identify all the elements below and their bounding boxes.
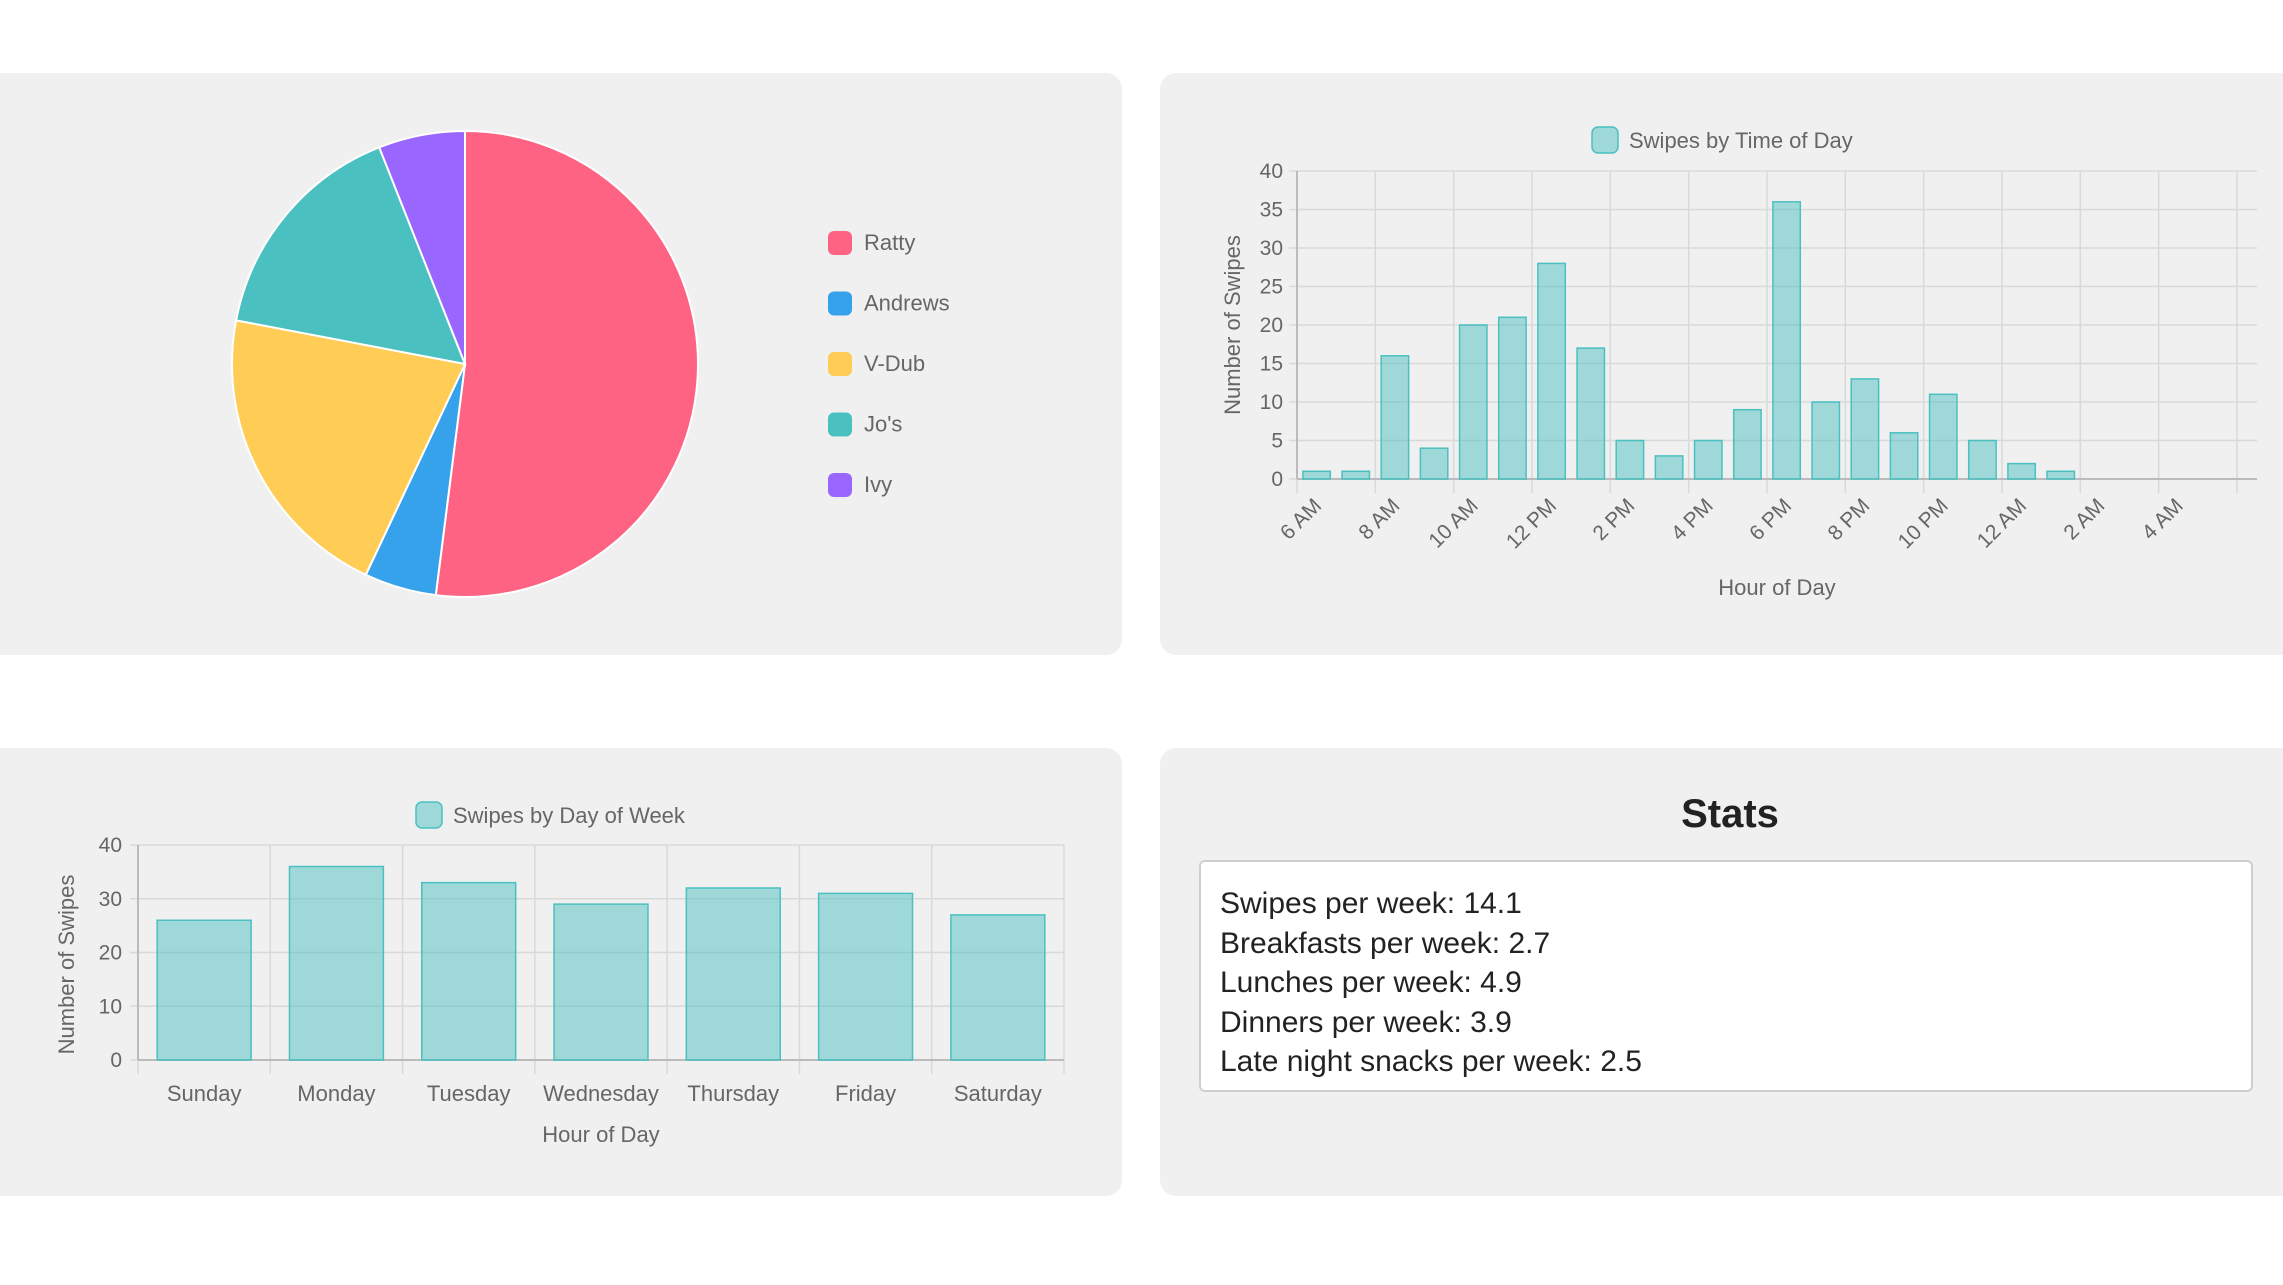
bar-hour-8: [1615, 439, 1645, 480]
legend-swatch-week: [415, 801, 443, 829]
pie-slice-ivy: [377, 129, 466, 365]
bar-tuesday: [421, 881, 517, 1061]
bar-hour-14: [1850, 378, 1880, 480]
y-tick-label-0: 0: [1271, 468, 1283, 491]
bar-hour-15: [1889, 432, 1919, 480]
legend-label-ivy: Ivy: [864, 472, 892, 497]
bar-hour-3: [1419, 447, 1449, 480]
y-tick-label-35: 35: [1260, 199, 1283, 222]
y-axis-title: Number of Swipes: [1220, 235, 1245, 415]
bar-hour-9: [1654, 455, 1684, 480]
x-tick-label-8-am: 8 AM: [1354, 494, 1404, 544]
legend-swatch-andrews: [828, 291, 852, 316]
x-tick-label-8-pm: 8 PM: [1824, 494, 1875, 545]
stats-title: Stats: [1681, 792, 1779, 836]
bar-sunday: [156, 919, 252, 1061]
x-tick-label-friday: Friday: [835, 1081, 896, 1106]
dining-hall-pie-chart: Ratty Andrews V-Dub Jo's Ivy: [231, 129, 950, 598]
x-tick-label-6-pm: 6 PM: [1745, 494, 1796, 545]
x-tick-label-sunday: Sunday: [167, 1081, 242, 1106]
bar-hour-0: [1302, 470, 1332, 480]
legend-swatch-ivy: [828, 473, 852, 497]
bar-monday: [288, 865, 385, 1061]
pie-slice-ratty: [434, 129, 699, 598]
y-tick-label-40: 40: [99, 834, 122, 857]
bar-saturday: [950, 914, 1046, 1061]
y-tick-label-20: 20: [1260, 314, 1283, 337]
bar-hour-5: [1497, 316, 1527, 480]
legend-swatch-jo-s: [828, 412, 852, 437]
x-tick-label-10-am: 10 AM: [1424, 494, 1482, 552]
y-tick-label-40: 40: [1260, 160, 1283, 183]
x-tick-label-tuesday: Tuesday: [427, 1081, 511, 1106]
bar-hour-12: [1772, 201, 1802, 480]
bar-hour-4: [1458, 324, 1488, 480]
bar-hour-2: [1380, 355, 1410, 480]
stat-lunches-per-week: Lunches per week: 4.9: [1220, 966, 1522, 999]
bar-hour-13: [1811, 401, 1841, 480]
legend-label-andrews: Andrews: [864, 291, 950, 316]
x-axis-title: Hour of Day: [542, 1122, 659, 1147]
x-tick-label-4-am: 4 AM: [2138, 494, 2188, 544]
legend-label-time: Swipes by Time of Day: [1629, 128, 1853, 153]
bar-hour-10: [1693, 439, 1723, 480]
legend-label-week: Swipes by Day of Week: [453, 803, 686, 828]
day-of-week-bar-chart: 0 10 20 30 40 Sunday Monday Tuesday Wednesday Thu…: [54, 801, 1065, 1147]
day-of-week-panel: 0 10 20 30 40 Sunday Monday Tuesday Wednesday Thu…: [0, 748, 1122, 1196]
legend-label-v-dub: V-Dub: [864, 351, 925, 376]
x-tick-label-2-am: 2 AM: [2059, 494, 2109, 544]
stat-late-night-per-week: Late night snacks per week: 2.5: [1220, 1045, 1642, 1078]
stats-panel: Stats Swipes per week: 14.1 Breakfasts p…: [1160, 748, 2283, 1196]
bar-thursday: [685, 887, 781, 1061]
x-axis-title: Hour of Day: [1718, 575, 1835, 600]
y-tick-label-30: 30: [1260, 237, 1283, 260]
x-tick-label-4-pm: 4 PM: [1667, 494, 1718, 545]
stats-box: Swipes per week: 14.1 Breakfasts per wee…: [1199, 860, 2253, 1092]
y-tick-label-30: 30: [99, 888, 122, 911]
bar-hour-11: [1732, 408, 1762, 480]
stat-swipes-per-week: Swipes per week: 14.1: [1220, 887, 1522, 920]
x-tick-label-2-pm: 2 PM: [1589, 494, 1640, 545]
bar-friday: [817, 892, 914, 1061]
bar-hour-1: [1341, 470, 1371, 480]
x-tick-label-wednesday: Wednesday: [543, 1081, 659, 1106]
x-tick-label-6-am: 6 AM: [1276, 494, 1326, 544]
x-tick-label-saturday: Saturday: [954, 1081, 1042, 1106]
stat-dinners-per-week: Dinners per week: 3.9: [1220, 1005, 1512, 1039]
bar-hour-19: [2046, 470, 2076, 480]
bar-wednesday: [553, 903, 649, 1061]
bar-hour-7: [1576, 347, 1606, 480]
pie-slice-v-dub: [231, 319, 467, 577]
y-axis-title: Number of Swipes: [54, 875, 79, 1055]
bar-hour-18: [2007, 462, 2037, 480]
stat-breakfasts-per-week: Breakfasts per week: 2.7: [1220, 926, 1551, 960]
legend-label-ratty: Ratty: [864, 230, 915, 255]
legend-swatch-ratty: [828, 231, 852, 255]
bar-hour-17: [1967, 439, 1997, 480]
x-tick-label-thursday: Thursday: [687, 1081, 779, 1106]
x-tick-label-12-am: 12 AM: [1973, 494, 2031, 552]
time-of-day-bar-chart: 0 5 10 15 20 25 30 35 40 6 AM 8 AM 10 AM 12 PM 2 PM 4 …: [1220, 126, 2257, 600]
dining-hall-pie-panel: Ratty Andrews V-Dub Jo's Ivy: [0, 73, 1122, 655]
bar-hour-6: [1537, 262, 1567, 480]
x-tick-label-10-pm: 10 PM: [1894, 494, 1953, 553]
y-tick-label-10: 10: [99, 995, 122, 1018]
pie-slice-jo-s: [234, 146, 467, 366]
y-tick-label-10: 10: [1260, 391, 1283, 414]
y-tick-label-20: 20: [99, 942, 122, 965]
x-tick-label-monday: Monday: [297, 1081, 375, 1106]
y-tick-label-0: 0: [110, 1049, 122, 1072]
x-tick-label-12-pm: 12 PM: [1502, 494, 1561, 553]
y-tick-label-15: 15: [1260, 353, 1283, 376]
y-tick-label-25: 25: [1260, 276, 1283, 299]
legend-swatch-v-dub: [828, 352, 852, 376]
y-tick-label-5: 5: [1271, 430, 1283, 453]
legend-swatch-time: [1591, 126, 1619, 154]
bar-hour-16: [1928, 393, 1958, 480]
legend-label-jo-s: Jo's: [864, 412, 902, 437]
time-of-day-panel: 0 5 10 15 20 25 30 35 40 6 AM 8 AM 10 AM 12 PM 2 PM 4 …: [1160, 73, 2283, 655]
